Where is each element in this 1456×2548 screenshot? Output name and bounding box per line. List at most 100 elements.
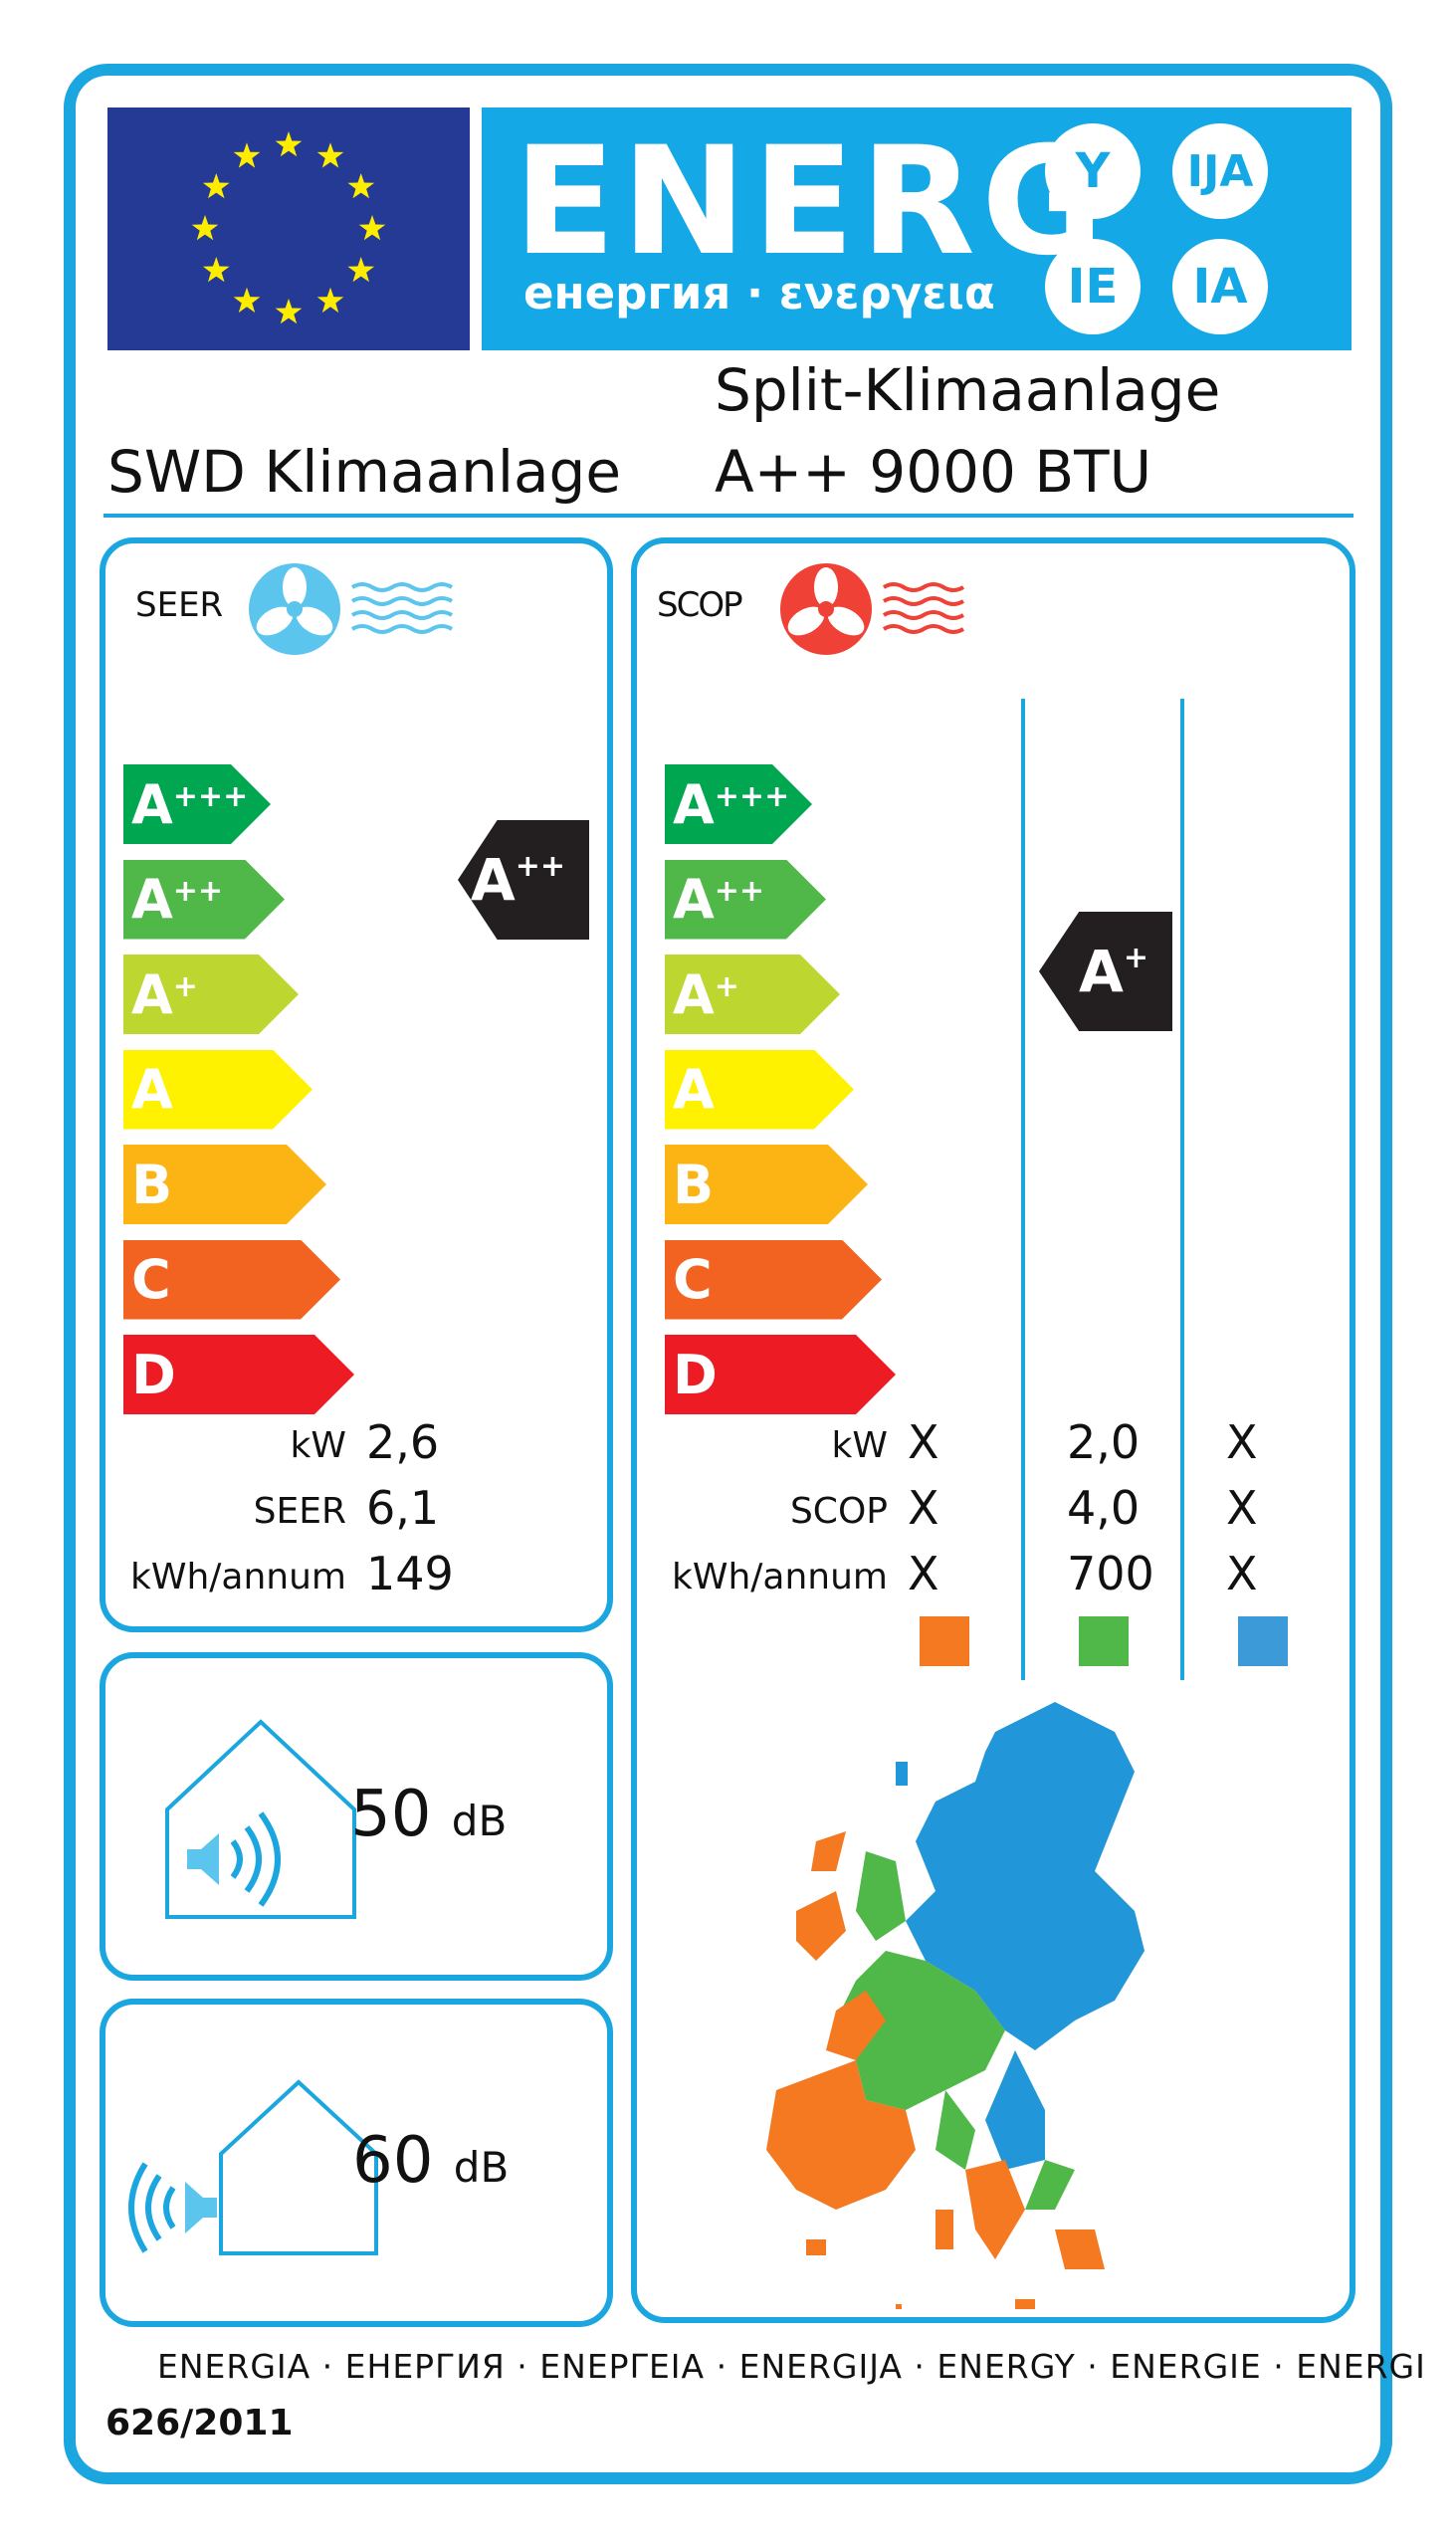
cooling-annual-value: 149: [366, 1547, 454, 1600]
heating-scop-cold: X: [908, 1481, 939, 1535]
cooling-label: SEER: [135, 585, 224, 625]
header-divider: [104, 514, 1353, 518]
indoor-noise-unit: dB: [451, 1797, 508, 1845]
eu-star-icon: [358, 215, 386, 241]
outdoor-noise-value: 60: [352, 2124, 434, 2198]
zone-divider-1: [1021, 699, 1025, 1680]
heating-class-plus: ++: [714, 874, 765, 909]
cooling-kw-value: 2,6: [366, 1415, 440, 1469]
cooling-class-letter: D: [131, 1343, 176, 1406]
cooling-class-letter: A: [131, 1058, 173, 1121]
footer-languages: ENERGIA · ЕНЕРГИЯ · ΕΝΕΡΓΕΙΑ · ENERGIJA …: [157, 2347, 1426, 2386]
eu-star-icon: [275, 131, 303, 157]
zone-average-swatch: [1079, 1616, 1129, 1666]
outdoor-noise: 60 dB: [352, 2124, 509, 2198]
eu-star-icon: [202, 257, 230, 283]
cooling-fan-icon: [249, 563, 454, 655]
cooling-class-letter: C: [131, 1248, 171, 1311]
heating-annual-cold: X: [908, 1547, 939, 1600]
supplier-name: SWD Klimaanlage: [107, 438, 622, 506]
eu-star-icon: [347, 173, 375, 199]
eu-star-icon: [316, 287, 344, 314]
zone-warmer-swatch: [1238, 1616, 1288, 1666]
cooling-annual-label: kWh/annum: [130, 1557, 346, 1597]
outdoor-noise-unit: dB: [453, 2143, 510, 2192]
heating-class-letter: A: [673, 868, 715, 931]
heating-class-arrow: A +: [665, 955, 840, 1034]
heating-class-arrow: D: [665, 1335, 896, 1414]
cooling-class-arrow: A: [123, 1050, 312, 1130]
heating-annual-warm: X: [1226, 1547, 1258, 1600]
heating-kw-label: kW: [831, 1425, 888, 1466]
model-line-1: Split-Klimaanlage: [715, 356, 1221, 424]
heating-class-letter: D: [673, 1343, 718, 1406]
cooling-class-plus: +: [172, 968, 198, 1004]
heating-rating-letter: A: [1078, 938, 1124, 1005]
heating-kw-cold: X: [908, 1415, 939, 1469]
heating-class-letter: A: [673, 772, 715, 836]
eu-star-icon: [233, 142, 261, 168]
lang-circle-ia: IA: [1172, 239, 1268, 334]
heating-scop-label: SCOP: [789, 1491, 888, 1532]
eu-star-icon: [316, 142, 344, 168]
cooling-class-plus: +++: [172, 778, 249, 814]
cooling-class-arrow: A +: [123, 955, 299, 1034]
eu-stars-icon: [191, 131, 386, 324]
eu-star-icon: [202, 173, 230, 199]
heating-class-letter: B: [673, 1153, 715, 1216]
eu-star-icon: [191, 215, 219, 241]
heating-class-arrow: C: [665, 1240, 882, 1320]
heating-label: SCOP: [657, 585, 743, 625]
indoor-speaker-house-icon: [165, 1719, 356, 1919]
heating-class-arrow: A ++: [665, 860, 826, 940]
model-line-2: A++ 9000 BTU: [715, 438, 1152, 506]
heating-class-arrow: A: [665, 1050, 854, 1130]
eu-star-icon: [233, 287, 261, 314]
label-frame: [64, 64, 1392, 2484]
heating-class-letter: A: [673, 962, 715, 1026]
cooling-class-arrow: A ++: [123, 860, 285, 940]
lang-circle-y: Y: [1045, 123, 1141, 219]
cooling-seer-value: 6,1: [366, 1481, 440, 1535]
outdoor-speaker-house-icon: [128, 2079, 378, 2255]
energy-word: ENERG: [514, 115, 1111, 289]
heating-class-letter: A: [673, 1058, 715, 1121]
cooling-class-arrow: B: [123, 1145, 326, 1224]
eu-flag: [107, 107, 470, 350]
heating-class-plus: +: [714, 968, 739, 1004]
energy-subtitle: енергия · ενεργεια: [523, 267, 995, 319]
cooling-kw-label: kW: [290, 1425, 346, 1466]
cooling-class-arrow: C: [123, 1240, 340, 1320]
cooling-seer-label: SEER: [253, 1491, 346, 1532]
cooling-class-letter: A: [131, 868, 173, 931]
cooling-class-arrow: D: [123, 1335, 354, 1414]
cooling-class-letter: A: [131, 772, 173, 836]
heating-scop-average: 4,0: [1067, 1481, 1141, 1535]
indoor-noise: 50 dB: [350, 1778, 507, 1851]
lang-circle-ie: IE: [1045, 239, 1141, 334]
heating-kw-warm: X: [1226, 1415, 1258, 1469]
cooling-rating-plus: ++: [515, 848, 565, 884]
outdoor-noise-panel: [100, 1999, 613, 2327]
eu-star-icon: [275, 299, 303, 324]
eu-star-icon: [347, 257, 375, 283]
cooling-rating-letter: A: [470, 846, 516, 914]
heating-annual-average: 700: [1067, 1547, 1154, 1600]
heating-scop-warm: X: [1226, 1481, 1258, 1535]
heating-class-plus: +++: [714, 778, 790, 814]
heating-annual-label: kWh/annum: [672, 1557, 888, 1597]
heating-class-arrow: B: [665, 1145, 868, 1224]
zone-divider-2: [1180, 699, 1184, 1680]
europe-climate-zones-map: [766, 1702, 1144, 2309]
heating-class-letter: C: [673, 1248, 713, 1311]
zone-colder-swatch: [920, 1616, 969, 1666]
cooling-class-plus: ++: [172, 874, 224, 909]
regulation-number: 626/2011: [105, 2403, 294, 2443]
heating-kw-average: 2,0: [1067, 1415, 1141, 1469]
cooling-class-letter: B: [131, 1153, 173, 1216]
cooling-class-letter: A: [131, 962, 173, 1026]
indoor-noise-value: 50: [350, 1778, 432, 1851]
heating-rating-plus: +: [1123, 940, 1148, 975]
heating-fan-icon: [780, 563, 965, 655]
lang-circle-ija: IJA: [1172, 123, 1268, 219]
